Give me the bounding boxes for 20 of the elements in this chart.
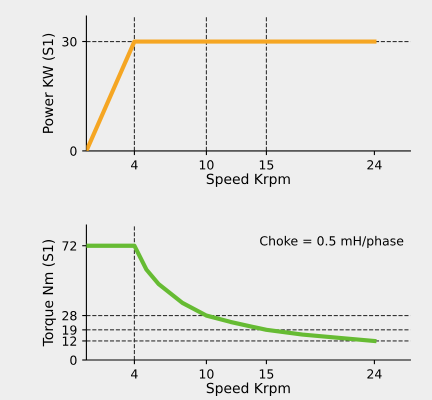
x-tick-label: 24 [367, 369, 382, 379]
y-tick-label: 0 [70, 146, 77, 156]
x-tick-label: 10 [200, 160, 214, 170]
x-axis-title: Speed Krpm [206, 173, 290, 187]
y-tick-label: 0 [70, 355, 77, 365]
y-tick-label: 28 [62, 311, 77, 320]
y-axis-title: Torque Nm (S1) [42, 240, 56, 346]
y-tick-label: 12 [62, 336, 76, 346]
x-tick-label: 4 [131, 369, 138, 379]
x-tick-label: 10 [200, 369, 214, 379]
y-tick-label: 72 [62, 241, 76, 250]
x-tick-label: 15 [260, 369, 274, 379]
x-tick-label: 24 [367, 160, 382, 170]
y-axis-title: Power KW (S1) [42, 34, 55, 133]
x-axis-title: Speed Krpm [206, 382, 290, 396]
annotation: Choke = 0.5 mH/phase [260, 236, 404, 248]
y-tick-label: 19 [62, 325, 76, 335]
x-tick-label: 4 [131, 160, 138, 170]
y-tick-label: 30 [62, 36, 77, 46]
x-tick-label: 15 [260, 160, 274, 170]
